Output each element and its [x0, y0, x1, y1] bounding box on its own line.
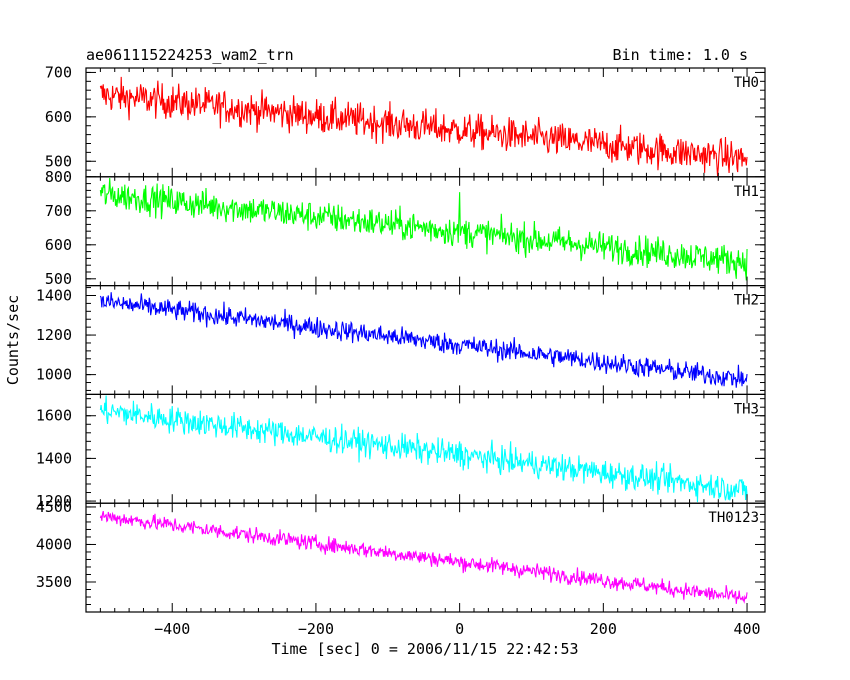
panels: 500 600 700 TH0 500 600 700 800 TH1 1000 1200 1400 T…: [36, 63, 766, 613]
y-tick-label: 600: [45, 236, 72, 254]
y-tick-label: 1400: [36, 286, 72, 304]
y-axis-title: Counts/sec: [4, 295, 22, 385]
x-axis-title: Time [sec] 0 = 2006/11/15 22:42:53: [271, 640, 578, 658]
x-tick-label: −200: [298, 620, 334, 638]
panel-th1: 500 600 700 800 TH1: [45, 168, 766, 288]
y-tick-label: 600: [45, 108, 72, 126]
y-tick-label: 1600: [36, 407, 72, 425]
x-tick-label: 200: [590, 620, 617, 638]
y-tick-label: 1200: [36, 492, 72, 510]
series-line-th2: [99, 292, 748, 388]
bin-time-label: Bin time: 1.0 s: [613, 46, 748, 64]
panel-label-th0: TH0: [734, 75, 759, 91]
y-tick-label: 500: [45, 152, 72, 170]
panel-th2: 1000 1200 1400 TH2: [36, 285, 766, 396]
panel-label-th0123: TH0123: [708, 510, 759, 526]
series-line-th0: [99, 76, 748, 177]
series-line-th0123: [99, 510, 748, 604]
series-line-th3: [99, 395, 748, 503]
y-tick-label: 500: [45, 270, 72, 288]
y-tick-label: 4500: [36, 498, 72, 516]
series-line-th1: [99, 177, 748, 281]
y-tick-label: 4000: [36, 535, 72, 553]
y-tick-label: 1000: [36, 366, 72, 384]
panel-th3: 1200 1400 1600 TH3: [36, 393, 766, 510]
panel-frame: [85, 502, 766, 613]
panel-label-th2: TH2: [734, 293, 759, 309]
y-tick-label: 700: [45, 202, 72, 220]
y-tick-label: 3500: [36, 573, 72, 591]
chart-title: ae061115224253_wam2_trn: [86, 46, 294, 64]
y-tick-label: 800: [45, 168, 72, 186]
y-tick-label: 1400: [36, 449, 72, 467]
y-tick-label: 700: [45, 63, 72, 81]
panel-label-th3: TH3: [734, 401, 759, 417]
y-tick-label: 1200: [36, 326, 72, 344]
x-tick-label: −400: [154, 620, 190, 638]
x-tick-label: 400: [733, 620, 760, 638]
panel-th0: 500 600 700 TH0: [45, 63, 766, 178]
x-tick-label: 0: [455, 620, 464, 638]
panel-th0123: 3500 4000 4500 TH0123: [36, 498, 766, 613]
x-axis: −400 −200 0 200 400: [154, 620, 760, 638]
panel-label-th1: TH1: [734, 184, 759, 200]
